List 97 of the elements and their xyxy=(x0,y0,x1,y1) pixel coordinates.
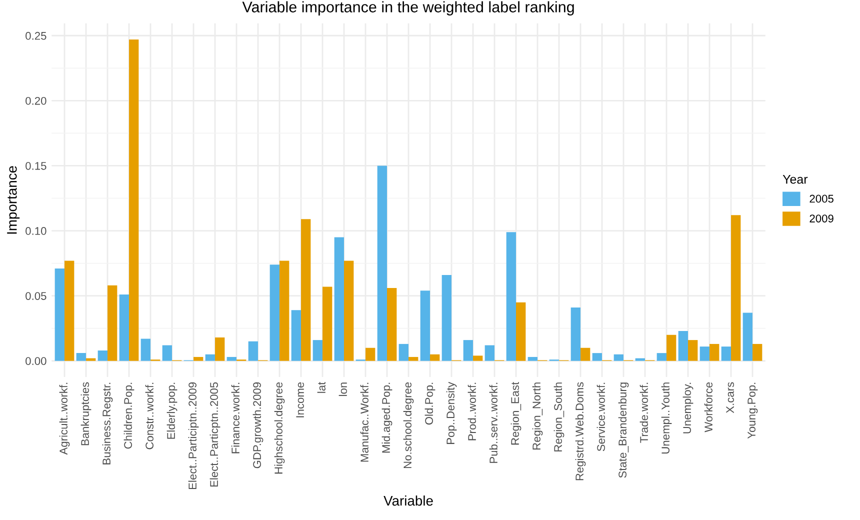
x-tick-label: Region_South xyxy=(554,382,564,452)
x-tick-label: Highschool.degree xyxy=(274,382,285,474)
bar xyxy=(301,219,311,361)
bar xyxy=(463,340,473,361)
bar xyxy=(398,344,408,361)
bar xyxy=(129,40,139,361)
bar xyxy=(614,354,624,361)
x-tick-label: Service.workf. xyxy=(596,382,605,452)
x-tick-label: Bankruptcies xyxy=(80,382,92,446)
x-tick-label: GDP.growth.2009 xyxy=(252,382,264,468)
bar xyxy=(484,345,494,361)
bar xyxy=(108,285,118,361)
x-tick-label: Business.Regstr. xyxy=(102,382,113,464)
legend-label: 2009 xyxy=(810,214,834,222)
bar xyxy=(215,337,225,361)
bar xyxy=(140,338,150,361)
bar xyxy=(64,260,74,361)
x-tick-label: Manufac..Workf. xyxy=(360,382,368,462)
x-tick-label: Region_North xyxy=(532,382,543,450)
bar xyxy=(194,356,204,361)
bar xyxy=(377,166,387,361)
bar xyxy=(666,334,676,361)
x-tick-label: Old.Pop. xyxy=(424,382,436,425)
bar xyxy=(280,260,290,361)
x-tick-label: Mid.aged.Pop. xyxy=(382,382,392,453)
x-tick-label: X.cars xyxy=(726,382,734,414)
legend-title: Year xyxy=(782,175,808,184)
x-tick-label: Registrd.Web.Doms xyxy=(575,382,586,480)
legend-label: 2005 xyxy=(810,194,834,203)
bar xyxy=(528,356,538,361)
bar xyxy=(731,215,741,361)
x-axis-title: Variable xyxy=(384,495,433,506)
x-tick-label: Young.Pop. xyxy=(748,382,758,439)
bar xyxy=(752,344,762,361)
x-tick-label: Prod..workf. xyxy=(468,382,476,440)
bar xyxy=(408,356,418,361)
bar xyxy=(635,358,645,361)
bar xyxy=(119,294,129,361)
bar xyxy=(678,330,688,361)
bar xyxy=(700,346,710,361)
bar xyxy=(592,353,602,361)
x-tick-label: Unemploy. xyxy=(682,382,694,434)
x-tick-label: lat xyxy=(317,382,326,393)
bar xyxy=(442,275,452,361)
bar xyxy=(516,302,526,361)
x-tick-label: Children.Pop. xyxy=(124,382,134,449)
x-tick-label: Pop..Density xyxy=(446,382,457,444)
bar xyxy=(248,341,258,361)
bar xyxy=(226,356,236,361)
bar xyxy=(742,312,752,361)
bar xyxy=(98,350,108,361)
bar xyxy=(506,232,516,361)
x-tick-label: Unempl..Youth xyxy=(661,382,672,454)
x-tick-label: lon xyxy=(338,382,347,396)
y-axis-title: Importance xyxy=(7,166,20,234)
x-tick-label: Agricult..workf. xyxy=(59,382,70,455)
bar xyxy=(580,348,590,361)
bar xyxy=(710,344,720,361)
bar xyxy=(420,290,430,361)
x-tick-label: Trade.workf. xyxy=(640,382,648,443)
x-tick-label: Workforce xyxy=(704,382,712,432)
bar xyxy=(334,237,344,361)
bar xyxy=(205,354,215,361)
bar xyxy=(162,345,172,361)
bar xyxy=(688,340,698,361)
bar xyxy=(312,340,322,361)
chart-title: Variable importance in the weighted label ranking xyxy=(242,1,574,16)
y-tick-label: 0.20 xyxy=(26,96,46,105)
bar xyxy=(86,358,96,361)
y-tick-label: 0.05 xyxy=(26,292,46,300)
bar xyxy=(473,356,483,361)
x-tick-label: Pub..serv..workf. xyxy=(489,382,498,463)
bar xyxy=(366,348,376,361)
bar xyxy=(322,286,332,361)
x-tick-label: Elect..Participtn..2009 xyxy=(188,382,199,490)
y-tick-label: 0.25 xyxy=(26,32,46,40)
bar xyxy=(570,308,580,361)
y-tick-label: 0.15 xyxy=(26,162,46,170)
bar xyxy=(430,354,440,361)
y-tick-label: 0.00 xyxy=(26,357,46,366)
bar xyxy=(344,260,354,361)
x-tick-label: Income xyxy=(296,382,304,418)
x-tick-label: Elderly.pop. xyxy=(166,382,178,439)
bar xyxy=(76,353,86,361)
y-tick-label: 0.10 xyxy=(26,227,46,235)
bar xyxy=(291,310,301,361)
bar xyxy=(54,268,64,361)
bar xyxy=(656,353,666,361)
x-tick-label: Elect..Particptn..2005 xyxy=(210,382,220,487)
x-tick-label: Region_East xyxy=(510,382,522,445)
x-tick-label: No.school.degree xyxy=(403,382,414,468)
bar xyxy=(387,288,397,361)
bar xyxy=(270,264,280,361)
bar xyxy=(721,346,731,361)
x-tick-label: Constr..workf. xyxy=(145,382,154,450)
x-tick-label: Finance.workf. xyxy=(231,382,240,454)
x-tick-label: State_Brandenburg xyxy=(618,382,629,478)
